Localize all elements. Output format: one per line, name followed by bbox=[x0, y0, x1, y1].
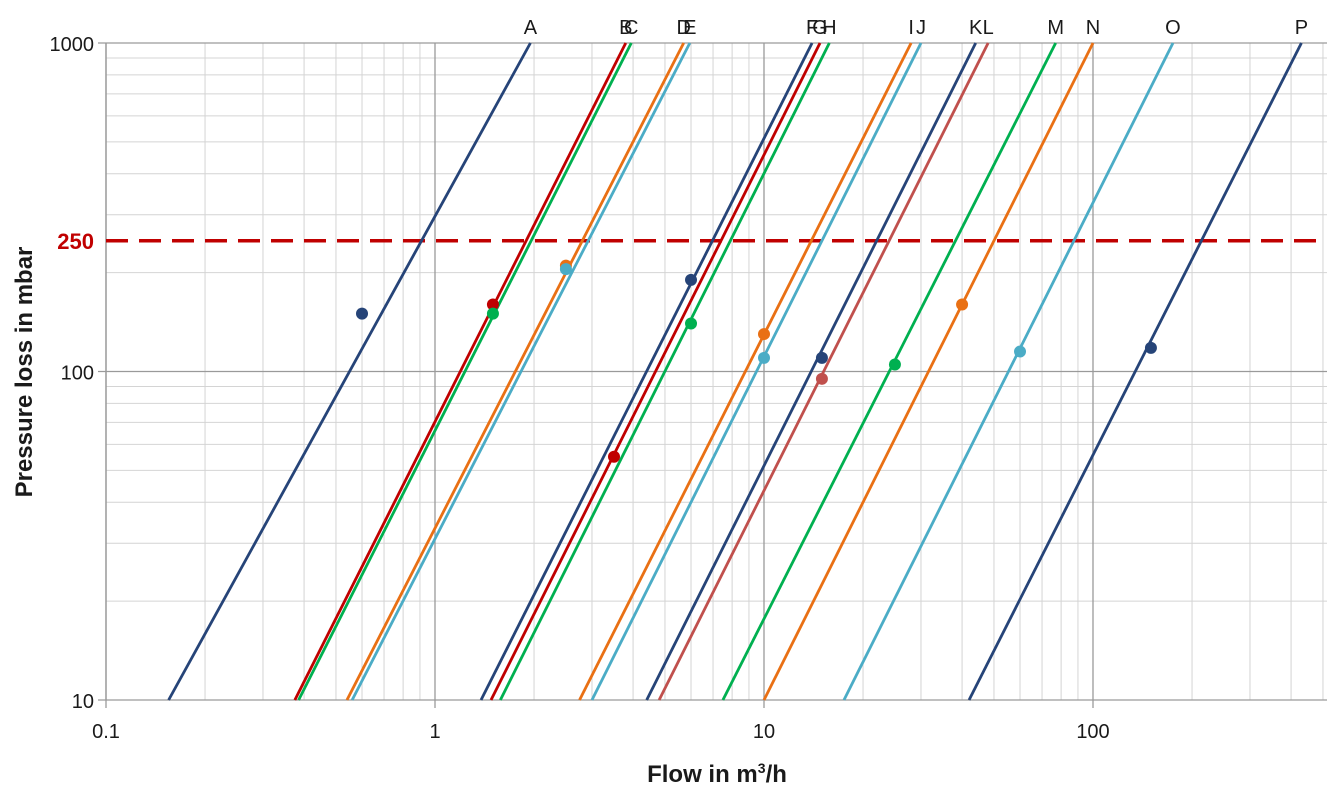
series-label-o: O bbox=[1165, 17, 1181, 39]
x-tick-label: 100 bbox=[1076, 721, 1109, 743]
series-label-l: L bbox=[983, 17, 994, 39]
series-label-p: P bbox=[1295, 17, 1308, 39]
series-line-h bbox=[499, 42, 831, 701]
series-label-f: F bbox=[806, 17, 818, 39]
series-line-c bbox=[297, 42, 633, 701]
series-label-i: I bbox=[908, 17, 914, 39]
y-tick-label: 10 bbox=[72, 691, 94, 713]
series-line-j bbox=[590, 42, 923, 701]
series-marker-k bbox=[815, 351, 828, 364]
series-marker-a bbox=[356, 307, 369, 320]
x-tick-label: 10 bbox=[753, 721, 775, 743]
y-axis-title: Pressure loss in mbar bbox=[11, 247, 38, 498]
y-tick-labels: 10 100 1000 bbox=[50, 34, 95, 713]
series-marker-h bbox=[685, 317, 698, 330]
series-marker-l bbox=[815, 372, 828, 385]
series-line-e bbox=[350, 42, 692, 701]
series-label-j: J bbox=[916, 17, 926, 39]
series-labels: A BC DE FGH I J K L M N O P bbox=[524, 17, 1308, 39]
series-line-m bbox=[721, 42, 1057, 701]
series-marker-n bbox=[956, 298, 969, 311]
x-tick-label: 1 bbox=[429, 721, 440, 743]
y-tick-label: 100 bbox=[61, 363, 94, 385]
series-line-p bbox=[967, 42, 1303, 701]
series-label-m: M bbox=[1047, 17, 1064, 39]
series-line-n bbox=[762, 42, 1095, 701]
x-axis-title: Flow in m3/h bbox=[647, 760, 787, 788]
series-marker-p bbox=[1144, 341, 1157, 354]
series-marker-j bbox=[758, 351, 770, 364]
series-line-l bbox=[657, 42, 990, 701]
series-label-n: N bbox=[1086, 17, 1100, 39]
series-marker-i bbox=[758, 328, 770, 341]
series-markers bbox=[356, 259, 1157, 463]
series-label-k: K bbox=[969, 17, 983, 39]
series-label-c: C bbox=[624, 17, 638, 39]
x-tick-label: 0.1 bbox=[92, 721, 120, 743]
series-label-h: H bbox=[822, 17, 836, 39]
series-line-d bbox=[345, 42, 685, 701]
reference-line-label: 250 bbox=[57, 229, 94, 254]
series-marker-m bbox=[888, 358, 901, 371]
series-label-a: A bbox=[524, 17, 538, 39]
x-tick-labels: 0.1 1 10 100 bbox=[92, 721, 1110, 743]
series-label-d: D bbox=[676, 17, 690, 39]
series-line-b bbox=[293, 42, 627, 701]
series-line-k bbox=[645, 42, 977, 701]
series-label-b: B bbox=[619, 17, 632, 39]
series-marker-b bbox=[486, 298, 499, 311]
series-line-o bbox=[842, 42, 1175, 701]
series-marker-o bbox=[1014, 345, 1027, 358]
series-line-g bbox=[489, 42, 822, 701]
major-grid bbox=[98, 42, 1327, 708]
series-lines bbox=[167, 42, 1303, 701]
series-line-f bbox=[479, 42, 814, 701]
series-label-e: E bbox=[683, 17, 696, 39]
series-marker-f bbox=[685, 273, 698, 286]
series-marker-c bbox=[486, 307, 499, 320]
series-marker-g bbox=[607, 450, 620, 463]
y-tick-label: 1000 bbox=[50, 34, 95, 56]
series-label-g: G bbox=[812, 17, 828, 39]
series-marker-e bbox=[559, 263, 572, 276]
series-line-a bbox=[167, 42, 532, 701]
series-line-i bbox=[578, 42, 913, 701]
